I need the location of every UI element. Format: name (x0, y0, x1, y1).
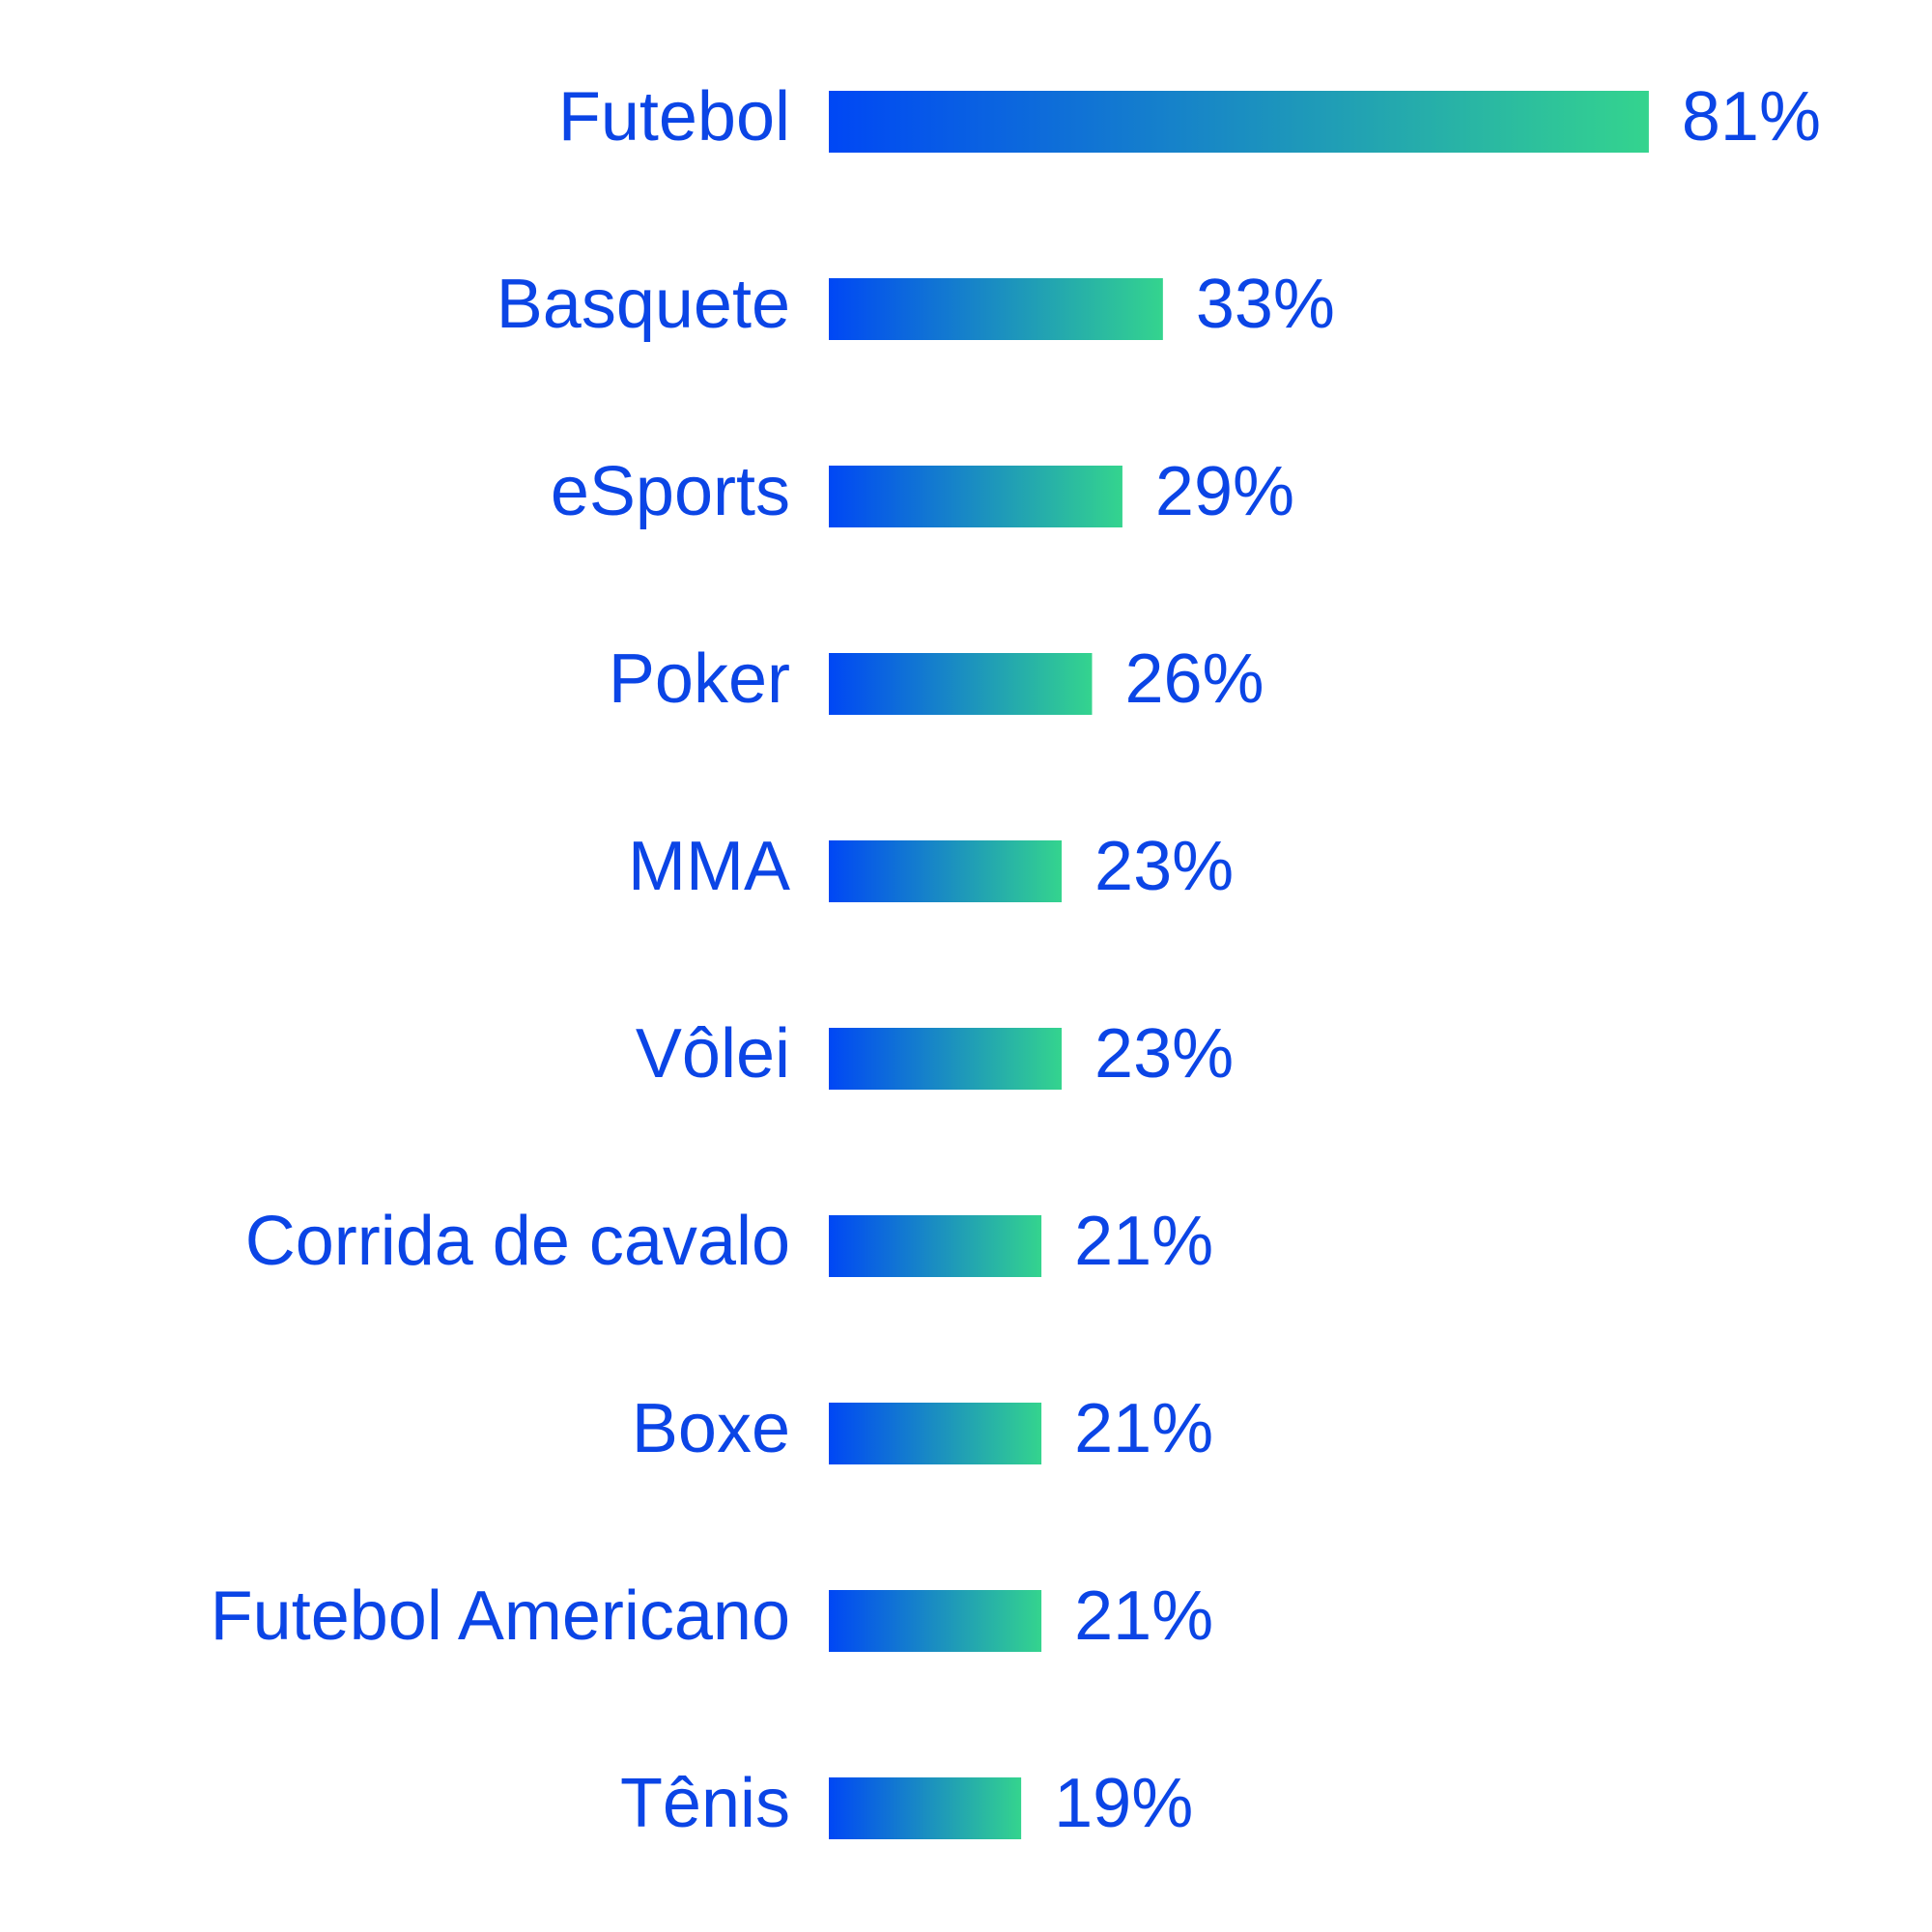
value-label: 21% (1074, 1203, 1213, 1280)
category-label: Vôlei (636, 1015, 790, 1093)
bar (829, 91, 1649, 153)
category-label: Futebol Americano (211, 1577, 790, 1655)
value-label: 21% (1074, 1577, 1213, 1655)
value-label: 21% (1074, 1390, 1213, 1467)
bar (829, 278, 1163, 340)
bar (829, 653, 1093, 715)
category-label: Basquete (497, 266, 790, 343)
bar (829, 466, 1122, 527)
category-label: eSports (551, 453, 790, 530)
value-label: 81% (1682, 78, 1821, 156)
value-label: 23% (1094, 1015, 1234, 1093)
bar (829, 1403, 1042, 1464)
value-label: 29% (1155, 453, 1294, 530)
category-label: Boxe (632, 1390, 790, 1467)
category-label: MMA (628, 828, 790, 905)
value-label: 19% (1054, 1765, 1193, 1842)
category-label: Tênis (620, 1765, 790, 1842)
bar (829, 1590, 1042, 1652)
category-label: Corrida de cavalo (245, 1203, 790, 1280)
bar (829, 1215, 1042, 1277)
category-label: Poker (609, 640, 790, 718)
bar (829, 1777, 1022, 1839)
bar (829, 1028, 1063, 1090)
bar (829, 840, 1063, 902)
value-label: 33% (1196, 266, 1335, 343)
value-label: 23% (1094, 828, 1234, 905)
value-label: 26% (1124, 640, 1264, 718)
category-label: Futebol (558, 78, 790, 156)
